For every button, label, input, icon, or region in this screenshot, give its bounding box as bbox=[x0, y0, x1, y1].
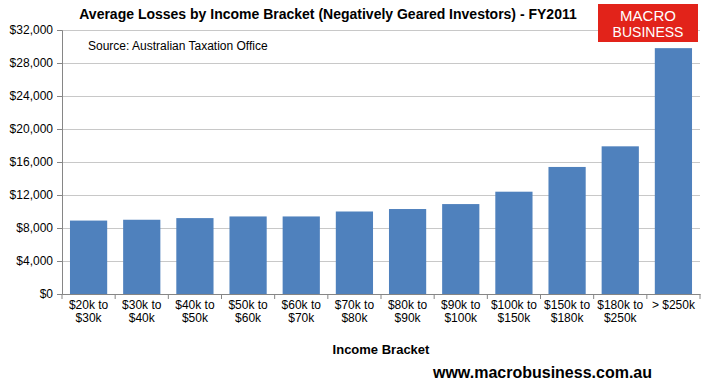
bar bbox=[229, 216, 266, 294]
x-tick-label: $100k to$150k bbox=[491, 298, 537, 325]
x-separator bbox=[274, 294, 275, 299]
x-tick: $60k to$70k bbox=[282, 298, 322, 325]
x-separator bbox=[434, 294, 435, 299]
x-tick-label: $20k to$30k bbox=[69, 298, 109, 325]
title: Average Losses by Income Bracket (Negati… bbox=[79, 6, 577, 22]
y-tick: $20,000 bbox=[10, 122, 62, 136]
bar bbox=[123, 220, 160, 294]
y-tick: $0 bbox=[40, 287, 62, 301]
grid-line bbox=[62, 96, 700, 97]
bar bbox=[495, 192, 532, 294]
y-tick: $12,000 bbox=[10, 188, 62, 202]
y-tick-label: $20,000 bbox=[10, 122, 54, 136]
logo-text: MACRO bbox=[620, 7, 676, 24]
x-tick-label: > $250k bbox=[652, 298, 696, 312]
x-separator bbox=[700, 294, 701, 299]
x-axis-title: Income Bracket bbox=[333, 342, 430, 357]
y-axis-line bbox=[57, 31, 63, 295]
x-tick: $50k to$60k bbox=[228, 298, 268, 325]
x-tick-label: $60k to$70k bbox=[282, 298, 322, 325]
grid bbox=[62, 30, 700, 294]
x-tick: $90k to$100k bbox=[441, 298, 481, 325]
y-tick-label: $32,000 bbox=[10, 23, 54, 37]
y-tick: $32,000 bbox=[10, 23, 62, 37]
bar bbox=[548, 167, 585, 294]
x-tick-label: $180k to$250k bbox=[597, 298, 643, 325]
y-tick: $8,000 bbox=[16, 221, 62, 235]
y-tick-mark bbox=[57, 63, 62, 64]
y-tick-mark bbox=[57, 261, 62, 262]
y-tick-mark bbox=[57, 96, 62, 97]
x-separator bbox=[593, 294, 594, 299]
y-tick-label: $28,000 bbox=[10, 56, 54, 70]
x-tick: $180k to$250k bbox=[597, 298, 643, 325]
x-tick-label: $50k to$60k bbox=[228, 298, 268, 325]
x-tick: $80k to$90k bbox=[388, 298, 428, 325]
bar bbox=[442, 204, 479, 294]
y-tick-mark bbox=[57, 30, 62, 31]
y-tick-mark bbox=[57, 129, 62, 130]
bar bbox=[283, 216, 320, 294]
x-separator bbox=[646, 294, 647, 299]
grid-line bbox=[62, 63, 700, 64]
x-separator bbox=[168, 294, 169, 299]
grid-line bbox=[62, 129, 700, 130]
x-axis: $20k to$30k $30k to$40k $40k to$50k $50k to… bbox=[63, 295, 701, 326]
y-tick: $16,000 bbox=[10, 155, 62, 169]
x-separator bbox=[381, 294, 382, 299]
x-tick: $20k to$30k bbox=[69, 298, 109, 325]
y-tick-mark bbox=[57, 294, 62, 295]
bar bbox=[602, 146, 639, 294]
x-tick-label: $30k to$40k bbox=[122, 298, 162, 325]
bar bbox=[389, 209, 426, 294]
x-tick-label: $90k to$100k bbox=[441, 298, 481, 325]
x-tick: $70k to$80k bbox=[335, 298, 375, 325]
x-separator bbox=[115, 294, 116, 299]
logo-box bbox=[598, 4, 698, 42]
y-axis: $0 $4,000 $8,000 $12,000 $16,000 $20,000 $24,0… bbox=[10, 23, 63, 301]
x-tick-label: $150k to$180k bbox=[544, 298, 590, 325]
logo: MACROBUSINESS bbox=[598, 4, 698, 42]
y-tick-mark bbox=[57, 195, 62, 196]
x-tick: $40k to$50k bbox=[175, 298, 215, 325]
y-tick-label: $24,000 bbox=[10, 89, 54, 103]
bar bbox=[336, 212, 373, 295]
x-tick-label: $70k to$80k bbox=[335, 298, 375, 325]
y-tick: $24,000 bbox=[10, 89, 62, 103]
x-separator bbox=[62, 294, 63, 299]
x-separator bbox=[540, 294, 541, 299]
bar bbox=[655, 48, 692, 294]
y-tick-label: $8,000 bbox=[16, 221, 53, 235]
bar bbox=[176, 218, 213, 294]
x-tick: $30k to$40k bbox=[122, 298, 162, 325]
y-tick-mark bbox=[57, 228, 62, 229]
y-tick-label: $4,000 bbox=[16, 254, 53, 268]
source-url: www.macrobusiness.com.au bbox=[432, 364, 652, 381]
y-tick: $4,000 bbox=[16, 254, 62, 268]
y-tick-mark bbox=[57, 162, 62, 163]
subtitle: Source: Australian Taxation Office bbox=[88, 39, 268, 53]
bars bbox=[70, 48, 692, 294]
x-tick-label: $80k to$90k bbox=[388, 298, 428, 325]
chart: $0 $4,000 $8,000 $12,000 $16,000 $20,000 $24,0… bbox=[0, 0, 711, 389]
y-tick-label: $16,000 bbox=[10, 155, 54, 169]
y-tick-label: $0 bbox=[40, 287, 54, 301]
x-separator bbox=[327, 294, 328, 299]
title-background bbox=[60, 2, 596, 26]
x-separator bbox=[487, 294, 488, 299]
y-tick-label: $12,000 bbox=[10, 188, 54, 202]
bar bbox=[70, 221, 107, 294]
y-tick: $28,000 bbox=[10, 56, 62, 70]
x-tick: > $250k bbox=[652, 298, 696, 312]
x-separator bbox=[221, 294, 222, 299]
x-tick: $150k to$180k bbox=[544, 298, 590, 325]
x-tick: $100k to$150k bbox=[491, 298, 537, 325]
x-separators bbox=[62, 294, 700, 299]
logo-text: BUSINESS bbox=[613, 24, 684, 40]
x-tick-label: $40k to$50k bbox=[175, 298, 215, 325]
